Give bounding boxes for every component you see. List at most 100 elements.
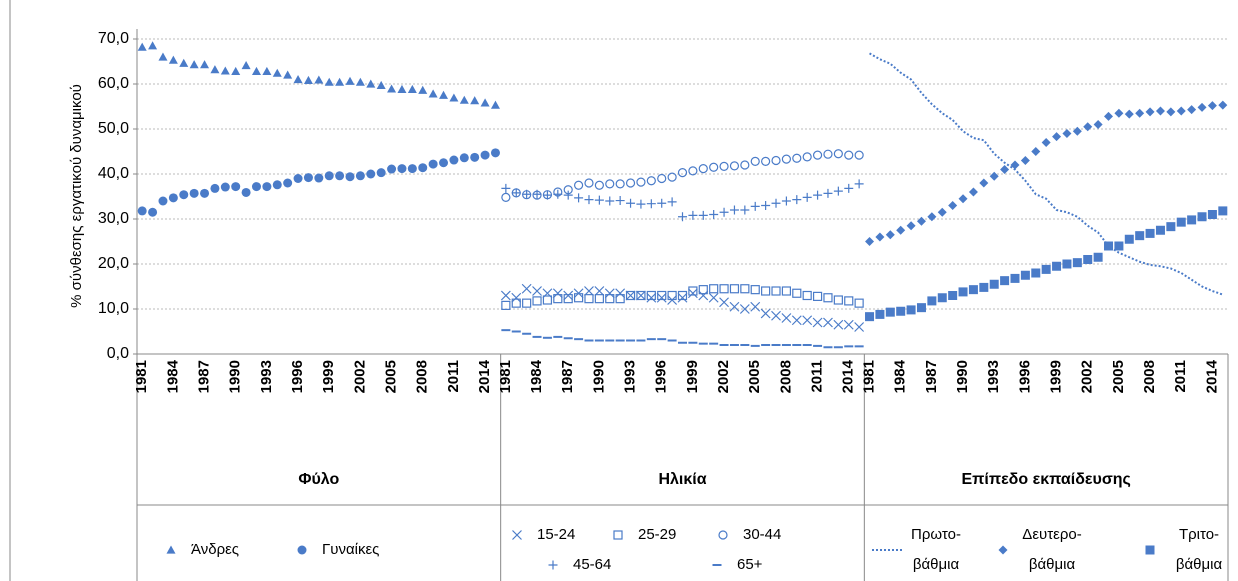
plus-marker [594, 195, 604, 205]
square-marker [1197, 212, 1207, 222]
diamond-marker [1000, 165, 1010, 174]
diamond-marker [865, 237, 875, 246]
legend-label: 30-44 [743, 526, 781, 543]
diamond-marker [906, 221, 916, 231]
x-marker [719, 297, 729, 308]
circle-marker [387, 164, 397, 174]
square-marker [698, 285, 708, 295]
square-marker [657, 290, 667, 301]
x-marker [677, 292, 688, 303]
triangle-marker [148, 41, 158, 50]
diamond-marker [958, 194, 968, 204]
circle-marker [677, 168, 688, 178]
plus-marker [542, 190, 552, 200]
diamond-marker [896, 225, 906, 235]
plus-marker [854, 179, 864, 189]
x-marker [656, 292, 667, 303]
x-marker [739, 304, 750, 314]
x-tick-label: 1984 [164, 359, 181, 393]
triangle-marker [241, 61, 251, 70]
square-marker [532, 296, 542, 306]
y-tick-label: 20,0 [98, 255, 129, 272]
circle-marker [698, 164, 708, 174]
square-marker [688, 286, 698, 296]
square-marker [1031, 268, 1041, 278]
circle-marker [480, 150, 490, 160]
y-tick-label: 50,0 [98, 120, 129, 137]
square-marker [885, 307, 895, 317]
circle-marker [293, 174, 303, 183]
diamond-marker [1197, 102, 1207, 112]
square-marker [677, 290, 688, 301]
triangle-marker [428, 89, 438, 98]
circle-marker [439, 158, 449, 168]
diamond-marker [1062, 129, 1072, 138]
plus-marker [636, 199, 646, 209]
circle-marker [397, 164, 407, 174]
circle-marker [158, 196, 168, 206]
circle-marker [459, 153, 469, 163]
circle-marker [823, 149, 833, 159]
square-marker [1114, 241, 1124, 251]
x-tick-label: 1984 [528, 359, 545, 393]
legend-symbol [297, 545, 307, 555]
circle-marker [761, 156, 771, 166]
x-marker [823, 317, 833, 328]
square-marker [792, 288, 802, 298]
square-marker [875, 309, 885, 319]
square-marker [667, 290, 677, 301]
y-tick-label: 40,0 [98, 165, 129, 182]
square-marker [844, 296, 854, 306]
x-marker [584, 286, 594, 296]
plus-marker [584, 195, 594, 205]
circle-marker [376, 168, 386, 178]
circle-marker [200, 188, 210, 198]
circle-marker [667, 172, 677, 182]
diamond-marker [1124, 109, 1134, 119]
x-marker [532, 286, 542, 296]
x-marker [833, 319, 844, 330]
circle-marker [324, 171, 334, 181]
square-marker [916, 303, 926, 313]
diamond-marker [927, 212, 937, 222]
square-marker [522, 298, 532, 308]
diamond-marker [1218, 100, 1228, 110]
legend-label-text: Πρωτο-βάθμια [911, 526, 961, 573]
plus-marker [792, 195, 802, 205]
group-label: Φύλο [298, 471, 339, 488]
plus-marker [771, 198, 781, 208]
legend-label: 25-29 [638, 526, 676, 543]
triangle-marker [272, 68, 282, 77]
plus-marker [626, 198, 636, 208]
circle-marker [636, 177, 646, 187]
plus-marker [761, 201, 771, 210]
plus-marker [844, 183, 854, 193]
circle-marker [366, 169, 376, 179]
x-tick-label: 2005 [746, 360, 763, 393]
square-marker [563, 294, 573, 304]
circle-marker [854, 150, 864, 160]
x-tick-label: 1990 [954, 360, 971, 393]
triangle-marker [324, 77, 334, 86]
plus-marker [688, 210, 698, 220]
triangle-marker [220, 66, 230, 75]
y-tick-label: 70,0 [98, 30, 129, 47]
square-marker [573, 293, 584, 303]
plus-marker [553, 189, 563, 199]
triangle-marker [179, 58, 189, 67]
x-marker [594, 286, 605, 296]
x-marker [729, 301, 740, 312]
circle-marker [449, 155, 459, 165]
series-line [869, 52, 1224, 296]
x-tick-label: 2011 [1172, 360, 1189, 393]
triangle-marker [490, 100, 500, 109]
circle-marker [792, 153, 802, 163]
group-label: Επίπεδο εκπαίδευσης [961, 471, 1130, 488]
triangle-marker [314, 75, 324, 84]
plus-marker [813, 190, 823, 200]
x-tick-label: 2008 [414, 360, 431, 393]
square-marker [802, 290, 812, 301]
x-marker [750, 301, 761, 312]
circle-marker [314, 173, 324, 183]
circle-marker [168, 193, 178, 203]
